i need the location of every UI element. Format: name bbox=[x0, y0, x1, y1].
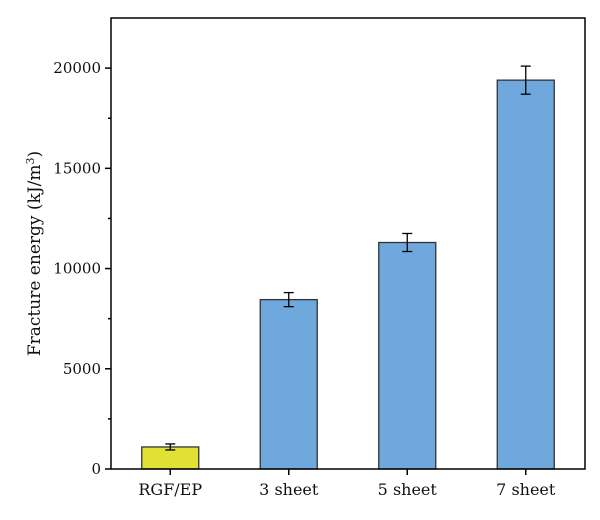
error-bar-7-sheet bbox=[520, 65, 531, 95]
y-tick-label: 15000 bbox=[53, 159, 101, 177]
error-bar-3-sheet bbox=[283, 291, 294, 308]
x-tick-label: 7 sheet bbox=[496, 480, 556, 499]
y-tick-label: 10000 bbox=[53, 260, 101, 278]
y-axis-ticks: 0 5000 10000 15000 20000 bbox=[53, 59, 111, 478]
x-tick-label: 3 sheet bbox=[259, 480, 319, 499]
plot-area bbox=[141, 65, 555, 470]
x-tick-label: RGF/EP bbox=[138, 480, 202, 499]
bar-5-sheet bbox=[378, 241, 437, 470]
error-bar-rgf-ep bbox=[165, 443, 176, 451]
error-bars-layer bbox=[165, 65, 531, 451]
y-axis-label-superscript: 3 bbox=[24, 158, 37, 165]
bar-3-sheet bbox=[259, 298, 318, 470]
x-tick-label: 5 sheet bbox=[378, 480, 438, 499]
axis-frame bbox=[110, 17, 586, 470]
y-tick-label: 5000 bbox=[63, 360, 101, 378]
y-axis-label: Fracture energy (kJ/m3) bbox=[24, 151, 46, 356]
bars-layer bbox=[141, 79, 555, 470]
x-axis-ticks: RGF/EP 3 sheet 5 sheet 7 sheet bbox=[138, 469, 556, 499]
error-bar-5-sheet bbox=[402, 232, 413, 253]
y-tick-label: 20000 bbox=[53, 59, 101, 77]
bar-7-sheet bbox=[496, 79, 555, 470]
y-tick-label: 0 bbox=[91, 460, 101, 478]
